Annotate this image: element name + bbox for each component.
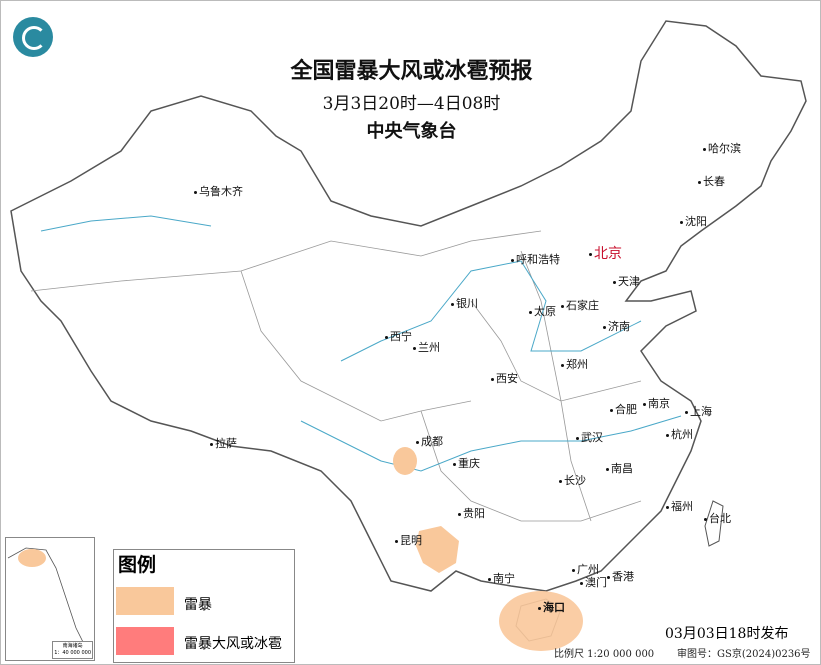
city-xian: 西安: [491, 370, 518, 386]
inset-map: [7, 547, 87, 649]
city-wuhan: 武汉: [576, 429, 603, 445]
city-yinchuan: 银川: [451, 295, 478, 311]
city-hangzhou: 杭州: [666, 426, 693, 442]
city-guiyang: 贵阳: [458, 505, 485, 521]
forecast-period: 3月3日20时—4日08时: [322, 94, 501, 114]
city-tianjin: 天津: [613, 273, 640, 289]
city-guangzhou: 广州: [572, 561, 599, 577]
province-borders: [30, 230, 642, 522]
legend: 图例 雷暴 雷暴大风或冰雹: [113, 549, 295, 663]
legend-swatch-thunderstorm: [116, 587, 174, 615]
legend-label-thunderstorm: 雷暴: [184, 597, 212, 613]
city-hefei: 合肥: [610, 401, 637, 417]
city-xining: 西宁: [385, 328, 412, 344]
city-shenyang: 沈阳: [680, 213, 707, 229]
issuer: 中央气象台: [366, 121, 457, 142]
city-nanning: 南宁: [488, 570, 515, 586]
city-chengdu: 成都: [416, 433, 443, 449]
city-macau: 澳门: [580, 574, 607, 590]
city-zhengzhou: 郑州: [561, 356, 588, 372]
thunderstorm-area-yunnan: [416, 526, 459, 573]
issue-time: 03月03日18时发布: [665, 626, 789, 642]
city-fuzhou: 福州: [666, 498, 693, 514]
cma-logo: [13, 17, 53, 57]
city-harbin: 哈尔滨: [703, 140, 741, 156]
inset-caption-title: 南海诸岛: [62, 643, 83, 649]
city-beijing: 北京: [589, 243, 622, 263]
city-changchun: 长春: [698, 173, 725, 189]
china-outline: [10, 20, 807, 592]
city-nanjing: 南京: [643, 395, 670, 411]
map-title: 全国雷暴大风或冰雹预报: [290, 59, 533, 84]
city-nanchang: 南昌: [606, 460, 633, 476]
city-taiyuan: 太原: [529, 303, 556, 319]
city-taipei: 台北: [704, 510, 731, 526]
map-scale: 比例尺 1:20 000 000: [554, 649, 655, 660]
legend-label-severe: 雷暴大风或冰雹: [184, 636, 282, 652]
city-kunming: 昆明: [395, 532, 422, 548]
inset-caption: 南海诸岛 1：40 000 000: [52, 641, 93, 659]
legend-title: 图例: [118, 554, 157, 576]
city-lhasa: 拉萨: [210, 435, 237, 451]
city-urumqi: 乌鲁木齐: [194, 183, 243, 199]
city-chongqing: 重庆: [453, 455, 480, 471]
city-changsha: 长沙: [559, 472, 586, 488]
city-hohhot: 呼和浩特: [511, 251, 560, 267]
review-number: 审图号：GS京(2024)0236号: [677, 649, 811, 660]
city-shanghai: 上海: [685, 403, 712, 419]
thunderstorm-area-sichuan: [393, 447, 417, 475]
city-lanzhou: 兰州: [413, 339, 440, 355]
city-hongkong: 香港: [607, 568, 634, 584]
legend-swatch-severe: [116, 627, 174, 655]
city-shijiazhuang: 石家庄: [561, 297, 599, 313]
inset-scale: 1：40 000 000: [54, 650, 91, 656]
city-jinan: 济南: [603, 318, 630, 334]
south-china-sea-inset: 南海诸岛 1：40 000 000: [5, 537, 95, 661]
city-haikou: 海口: [538, 599, 565, 615]
